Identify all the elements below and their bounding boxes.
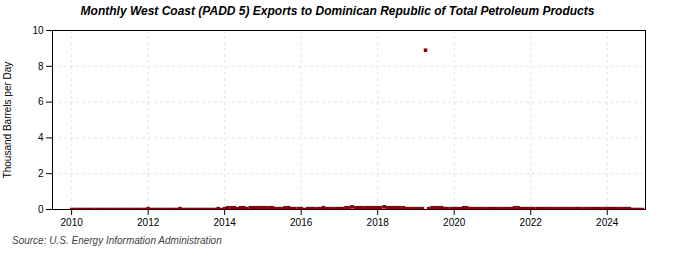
html-text:Monthly West Coast (PADD 5) Ex: Monthly West Coast (PADD 5) Exports to D…	[80, 4, 595, 18]
html-text:Source: U.S. Energy Informatio: Source: U.S. Energy Information Administ…	[12, 235, 222, 246]
svg-text:Thousand Barrels per Day: Thousand Barrels per Day	[2, 62, 13, 179]
svg-text:8: 8	[38, 61, 44, 72]
svg-text:6: 6	[38, 96, 44, 107]
svg-text:10: 10	[32, 25, 44, 36]
svg-text:2024: 2024	[596, 217, 619, 228]
svg-text:0: 0	[38, 204, 44, 215]
svg-text:2020: 2020	[443, 217, 466, 228]
svg-text:2014: 2014	[214, 217, 237, 228]
svg-text:2010: 2010	[61, 217, 84, 228]
svg-text:2: 2	[38, 168, 44, 179]
svg-text:2012: 2012	[137, 217, 160, 228]
svg-text:4: 4	[38, 132, 44, 143]
svg-text:2016: 2016	[290, 217, 313, 228]
svg-text:2018: 2018	[367, 217, 390, 228]
svg-text:2022: 2022	[520, 217, 543, 228]
